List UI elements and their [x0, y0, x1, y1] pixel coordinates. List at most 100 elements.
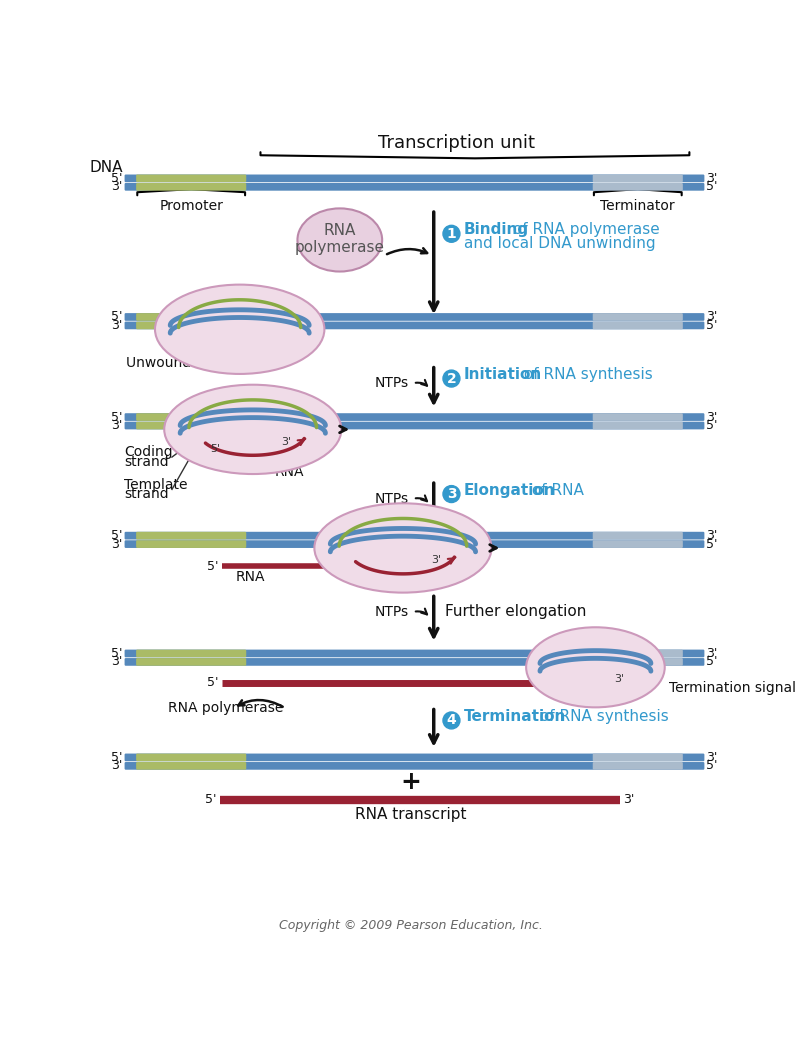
Text: 5': 5'	[706, 538, 718, 550]
FancyBboxPatch shape	[650, 650, 683, 657]
Text: Coding: Coding	[124, 445, 173, 459]
FancyBboxPatch shape	[136, 183, 246, 191]
Text: polymerase: polymerase	[295, 240, 385, 255]
FancyBboxPatch shape	[125, 422, 188, 429]
Text: of RNA synthesis: of RNA synthesis	[519, 368, 653, 382]
Text: 3': 3'	[706, 647, 718, 660]
Text: 5': 5'	[706, 319, 718, 332]
Text: Binding: Binding	[464, 223, 529, 237]
FancyBboxPatch shape	[136, 541, 246, 548]
Text: strand: strand	[124, 487, 169, 501]
Ellipse shape	[315, 503, 492, 592]
Ellipse shape	[297, 208, 382, 272]
Text: RNA: RNA	[236, 570, 266, 584]
FancyBboxPatch shape	[592, 321, 683, 330]
Text: Termination signal: Termination signal	[669, 681, 795, 695]
Text: 3': 3'	[706, 529, 718, 542]
FancyBboxPatch shape	[136, 650, 246, 657]
FancyBboxPatch shape	[302, 321, 704, 330]
FancyBboxPatch shape	[136, 414, 188, 421]
FancyBboxPatch shape	[592, 531, 683, 540]
Text: and local DNA unwinding: and local DNA unwinding	[464, 235, 655, 251]
Text: 3': 3'	[111, 759, 122, 773]
Text: strand: strand	[124, 455, 169, 468]
Text: Promoter: Promoter	[159, 200, 223, 213]
FancyBboxPatch shape	[469, 531, 704, 540]
Text: Termination: Termination	[464, 709, 566, 724]
Text: 3': 3'	[111, 655, 122, 669]
Text: 5': 5'	[111, 751, 122, 764]
Text: 3': 3'	[623, 793, 634, 806]
Text: 5': 5'	[111, 529, 122, 542]
FancyBboxPatch shape	[125, 313, 177, 321]
FancyBboxPatch shape	[302, 313, 704, 321]
Text: Elongation: Elongation	[464, 483, 555, 498]
Text: Template: Template	[124, 478, 188, 491]
FancyBboxPatch shape	[592, 762, 683, 770]
Text: NTPs: NTPs	[375, 491, 409, 506]
FancyBboxPatch shape	[125, 541, 337, 548]
Text: RNA: RNA	[324, 224, 356, 238]
FancyBboxPatch shape	[136, 174, 246, 183]
Text: RNA: RNA	[275, 465, 304, 480]
Text: 5': 5'	[111, 172, 122, 185]
FancyBboxPatch shape	[592, 414, 683, 421]
FancyBboxPatch shape	[125, 183, 704, 191]
Text: 5': 5'	[208, 560, 219, 573]
Text: of RNA: of RNA	[527, 483, 584, 498]
Text: Unwound DNA: Unwound DNA	[126, 356, 226, 371]
Text: 3': 3'	[706, 411, 718, 423]
Text: 3': 3'	[111, 538, 122, 550]
FancyBboxPatch shape	[136, 754, 246, 761]
FancyBboxPatch shape	[318, 422, 704, 429]
FancyBboxPatch shape	[592, 422, 683, 429]
FancyBboxPatch shape	[592, 174, 683, 183]
Text: 5': 5'	[706, 759, 718, 773]
Circle shape	[443, 370, 460, 387]
Text: Initiation: Initiation	[464, 368, 542, 382]
Text: 5': 5'	[706, 655, 718, 669]
FancyBboxPatch shape	[125, 531, 337, 540]
Ellipse shape	[164, 384, 341, 474]
FancyBboxPatch shape	[469, 541, 704, 548]
FancyBboxPatch shape	[318, 414, 704, 421]
FancyBboxPatch shape	[125, 762, 704, 770]
Text: NTPs: NTPs	[375, 605, 409, 618]
Circle shape	[443, 485, 460, 503]
Text: Copyright © 2009 Pearson Education, Inc.: Copyright © 2009 Pearson Education, Inc.	[279, 919, 543, 931]
Text: 3': 3'	[111, 181, 122, 193]
Text: 5': 5'	[706, 181, 718, 193]
FancyBboxPatch shape	[125, 754, 704, 761]
Ellipse shape	[526, 627, 665, 708]
Text: 3': 3'	[706, 311, 718, 323]
FancyBboxPatch shape	[592, 183, 683, 191]
Text: 3': 3'	[615, 674, 625, 685]
Text: 5': 5'	[205, 793, 217, 806]
Text: of RNA polymerase: of RNA polymerase	[509, 223, 660, 237]
FancyBboxPatch shape	[136, 422, 188, 429]
Text: 4: 4	[447, 713, 456, 728]
Text: RNA transcript: RNA transcript	[355, 806, 466, 822]
FancyBboxPatch shape	[125, 174, 704, 183]
Text: 5': 5'	[208, 676, 219, 689]
Text: 3': 3'	[111, 319, 122, 332]
FancyBboxPatch shape	[650, 658, 704, 666]
FancyBboxPatch shape	[592, 754, 683, 761]
Text: 3': 3'	[706, 751, 718, 764]
Circle shape	[443, 712, 460, 729]
FancyBboxPatch shape	[650, 650, 704, 657]
Circle shape	[443, 226, 460, 243]
Ellipse shape	[155, 285, 324, 374]
Text: DNA: DNA	[89, 160, 122, 175]
FancyBboxPatch shape	[136, 313, 177, 321]
FancyBboxPatch shape	[136, 321, 177, 330]
Text: 3': 3'	[111, 419, 122, 432]
FancyBboxPatch shape	[125, 658, 541, 666]
Text: Terminator: Terminator	[601, 200, 675, 213]
FancyBboxPatch shape	[136, 762, 246, 770]
Text: 5': 5'	[111, 411, 122, 423]
Text: 5': 5'	[211, 444, 221, 455]
Text: Transcription unit: Transcription unit	[378, 134, 535, 152]
FancyBboxPatch shape	[136, 658, 246, 666]
FancyBboxPatch shape	[125, 650, 541, 657]
